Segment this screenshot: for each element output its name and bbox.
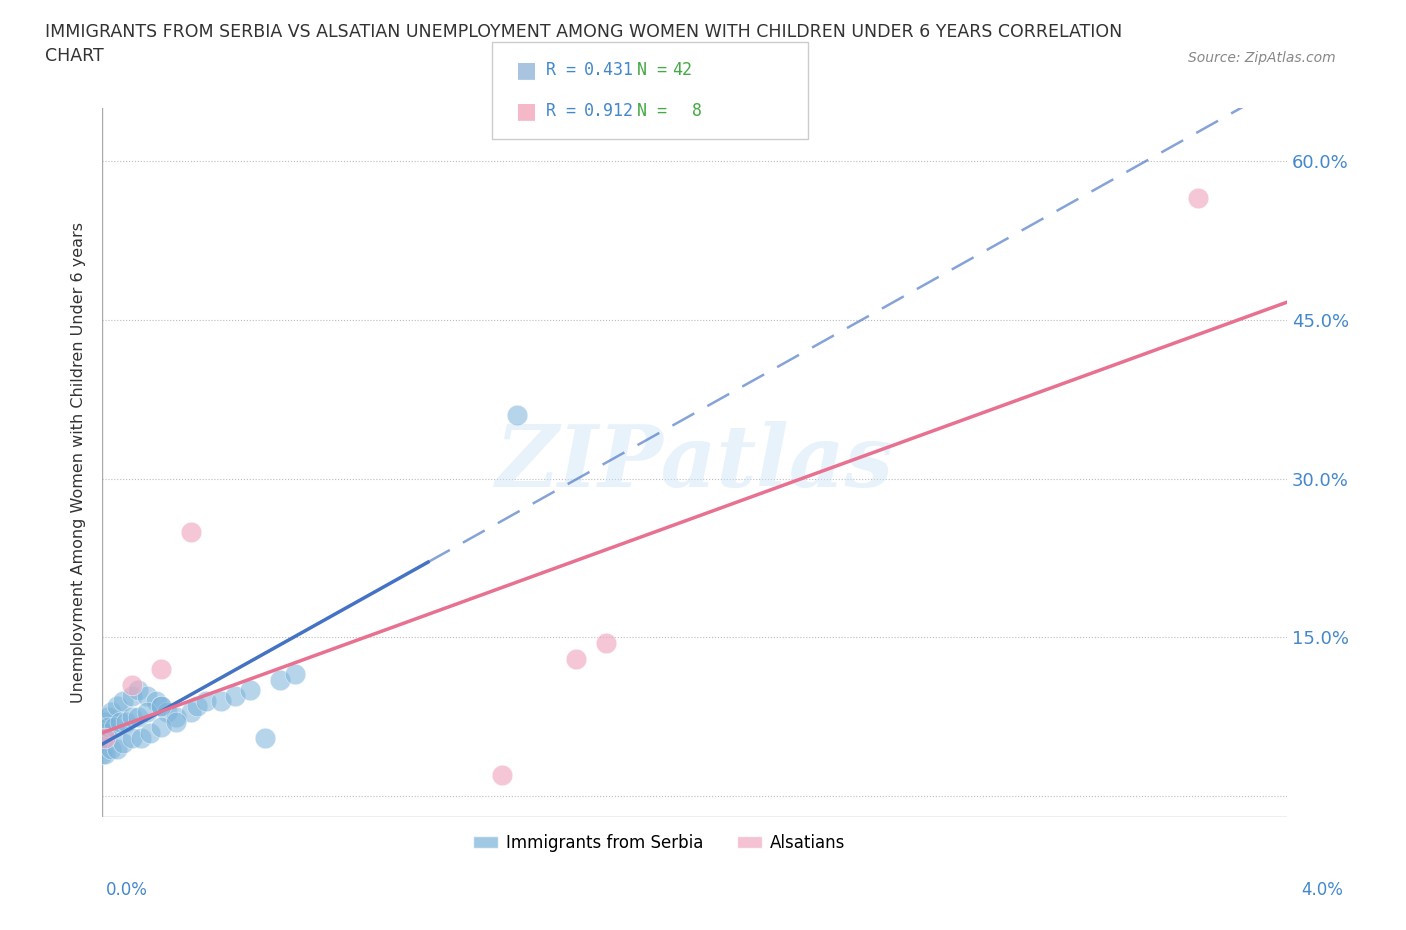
Text: ■: ■ bbox=[516, 101, 537, 121]
Point bbox=[91, 731, 114, 746]
Point bbox=[506, 407, 529, 422]
Point bbox=[97, 710, 120, 724]
Point bbox=[135, 688, 157, 703]
Point bbox=[145, 694, 167, 709]
Point bbox=[121, 710, 143, 724]
Point bbox=[224, 688, 246, 703]
Text: R =: R = bbox=[546, 61, 585, 79]
Point bbox=[100, 741, 122, 756]
Text: ZIPatlas: ZIPatlas bbox=[495, 421, 894, 504]
Point bbox=[111, 694, 134, 709]
Point bbox=[284, 667, 307, 682]
Point bbox=[94, 725, 117, 740]
Text: N =: N = bbox=[637, 102, 676, 120]
Point bbox=[1187, 191, 1209, 206]
Point bbox=[127, 683, 149, 698]
Text: 0.431: 0.431 bbox=[583, 61, 634, 79]
Point bbox=[121, 678, 143, 693]
Point bbox=[165, 710, 187, 724]
Point bbox=[97, 720, 120, 735]
Point bbox=[565, 651, 588, 666]
Point bbox=[103, 720, 125, 735]
Point bbox=[156, 704, 179, 719]
Point bbox=[138, 725, 160, 740]
Point bbox=[150, 698, 173, 713]
Point bbox=[150, 698, 173, 713]
Point bbox=[491, 767, 513, 782]
Point bbox=[105, 698, 128, 713]
Point bbox=[115, 714, 138, 729]
Point bbox=[194, 694, 217, 709]
Text: 0.912: 0.912 bbox=[583, 102, 634, 120]
Point bbox=[121, 688, 143, 703]
Point bbox=[108, 714, 131, 729]
Text: 42: 42 bbox=[672, 61, 692, 79]
Point bbox=[105, 741, 128, 756]
Point bbox=[111, 736, 134, 751]
Point bbox=[150, 662, 173, 677]
Text: 4.0%: 4.0% bbox=[1301, 881, 1343, 899]
Point bbox=[595, 635, 617, 650]
Point bbox=[135, 704, 157, 719]
Point bbox=[91, 747, 114, 762]
Point bbox=[186, 698, 208, 713]
Point bbox=[94, 714, 117, 729]
Text: 0.0%: 0.0% bbox=[105, 881, 148, 899]
Legend: Immigrants from Serbia, Alsatians: Immigrants from Serbia, Alsatians bbox=[465, 828, 852, 858]
Point bbox=[254, 731, 277, 746]
Text: N =: N = bbox=[637, 61, 676, 79]
Point bbox=[94, 731, 117, 746]
Y-axis label: Unemployment Among Women with Children Under 6 years: Unemployment Among Women with Children U… bbox=[72, 222, 86, 703]
Text: ■: ■ bbox=[516, 60, 537, 80]
Point bbox=[129, 731, 152, 746]
Text: 8: 8 bbox=[682, 102, 702, 120]
Point bbox=[150, 720, 173, 735]
Point bbox=[209, 694, 232, 709]
Point bbox=[100, 704, 122, 719]
Point bbox=[180, 704, 202, 719]
Point bbox=[94, 747, 117, 762]
Point bbox=[269, 672, 291, 687]
Point bbox=[165, 714, 187, 729]
Point bbox=[180, 525, 202, 539]
Text: IMMIGRANTS FROM SERBIA VS ALSATIAN UNEMPLOYMENT AMONG WOMEN WITH CHILDREN UNDER : IMMIGRANTS FROM SERBIA VS ALSATIAN UNEMP… bbox=[45, 23, 1122, 65]
Point bbox=[121, 731, 143, 746]
Text: Source: ZipAtlas.com: Source: ZipAtlas.com bbox=[1188, 51, 1336, 65]
Text: R =: R = bbox=[546, 102, 585, 120]
Point bbox=[239, 683, 262, 698]
Point bbox=[127, 710, 149, 724]
